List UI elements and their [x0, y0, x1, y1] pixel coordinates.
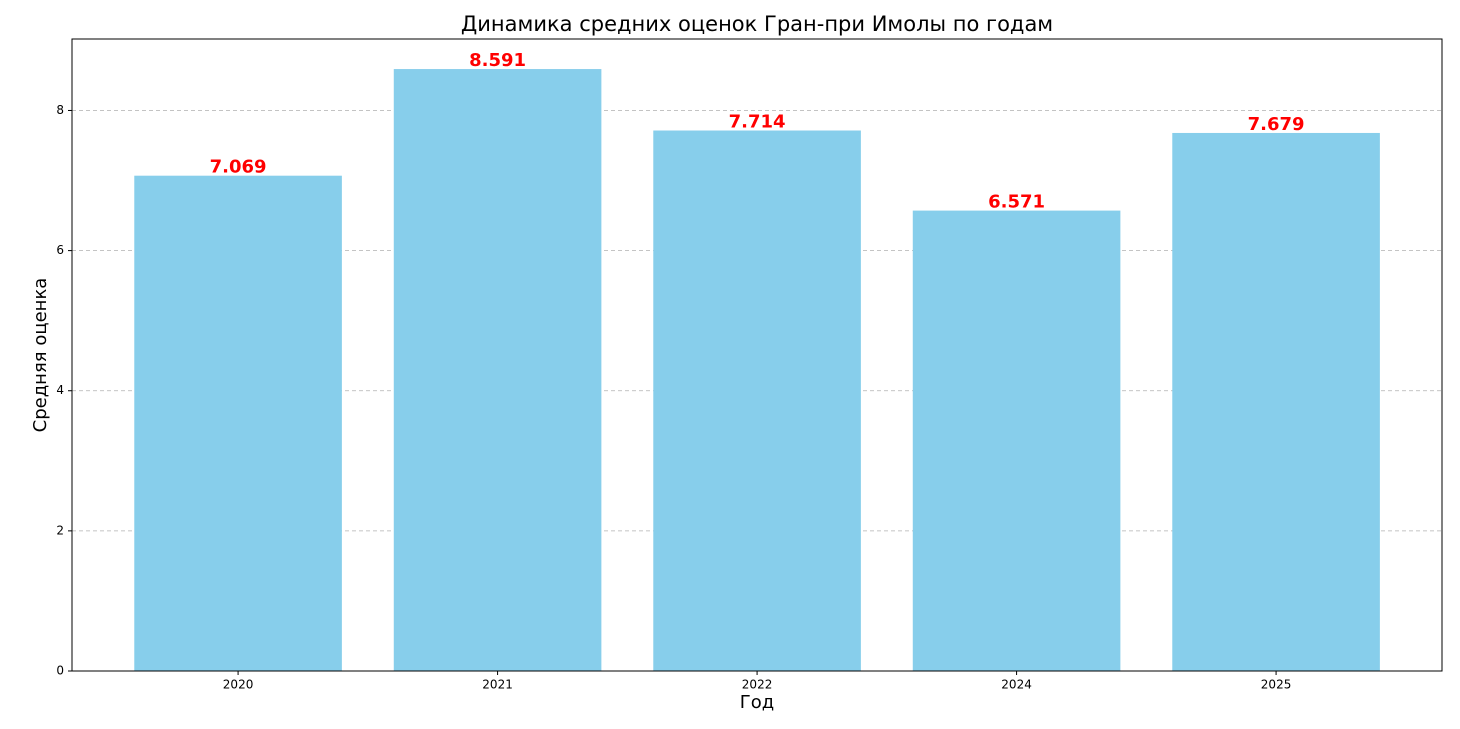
y-tick-label: 2 [56, 523, 64, 537]
x-tick-label: 2020 [223, 678, 254, 692]
x-tick-label: 2022 [742, 678, 773, 692]
value-label: 6.571 [988, 192, 1045, 213]
x-tick-label: 2025 [1261, 678, 1292, 692]
y-tick-label: 8 [56, 103, 64, 117]
y-tick-label: 4 [56, 383, 64, 397]
bar [653, 130, 861, 672]
x-tick-label: 2021 [482, 678, 513, 692]
value-label: 7.069 [210, 157, 267, 178]
bar [393, 69, 602, 671]
x-tick-label: 2024 [1001, 678, 1032, 692]
value-label: 8.591 [469, 50, 526, 71]
value-label: 7.679 [1248, 114, 1305, 135]
y-tick-label: 6 [56, 243, 64, 257]
bar [134, 175, 342, 672]
bar [912, 210, 1121, 672]
plot-frame [71, 38, 1443, 672]
value-label: 7.714 [729, 112, 786, 133]
chart-title: Динамика средних оценок Гран-при Имолы п… [461, 12, 1053, 36]
y-tick-label: 0 [56, 664, 64, 678]
y-axis-label: Средняя оценка [30, 278, 51, 433]
bar [1172, 132, 1380, 671]
x-axis-label: Год [740, 692, 774, 713]
